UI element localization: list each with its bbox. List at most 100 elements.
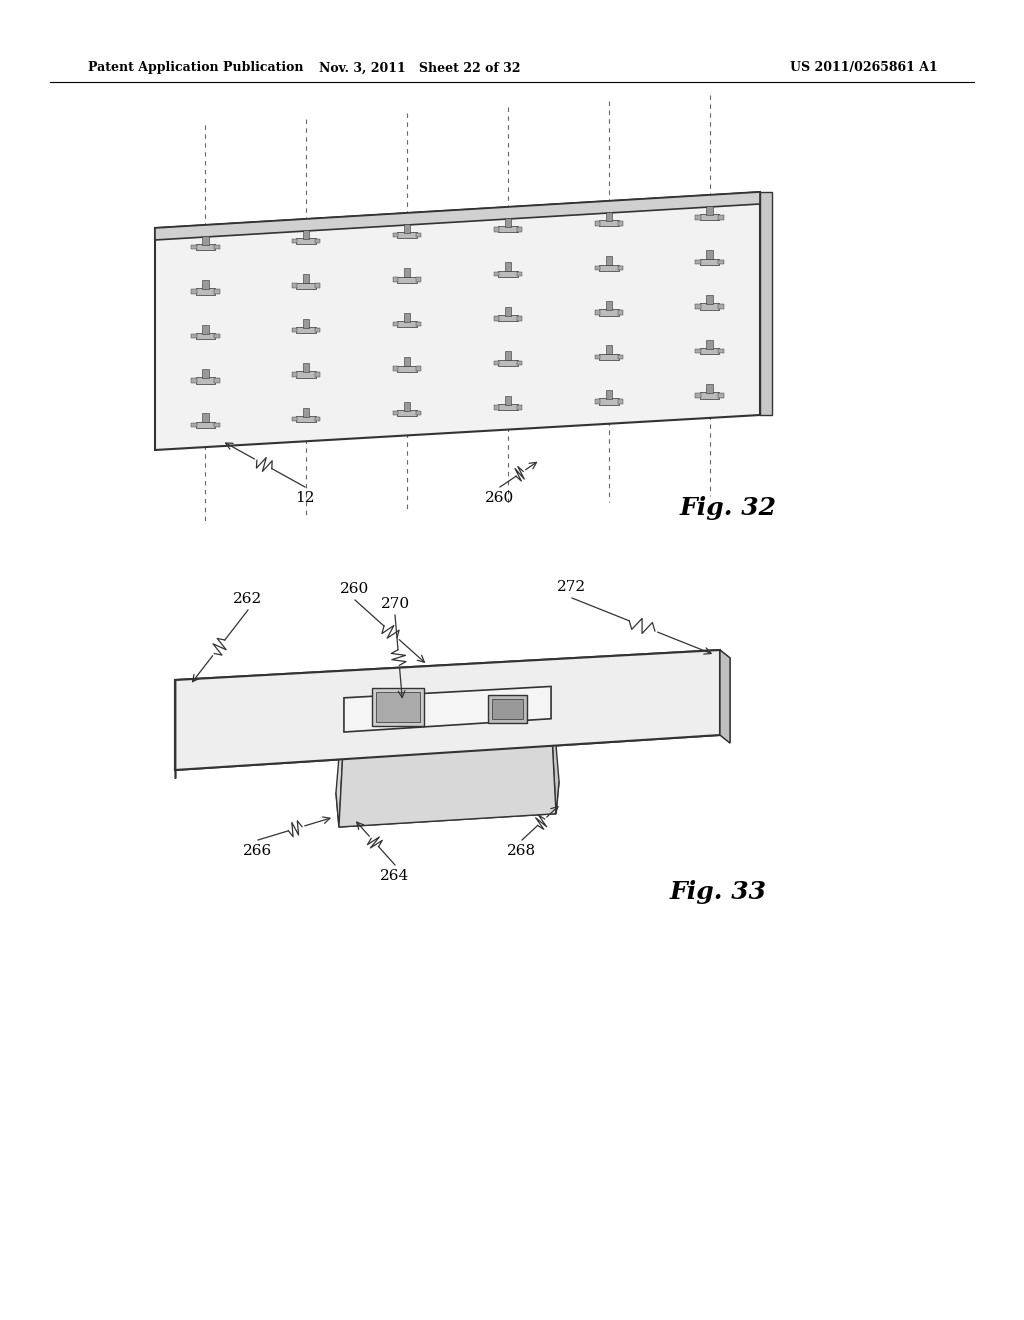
Bar — [196, 421, 215, 428]
Bar — [292, 417, 297, 421]
Bar — [203, 325, 209, 334]
Text: 272: 272 — [557, 579, 587, 594]
Bar — [494, 272, 499, 276]
Bar — [699, 348, 720, 354]
Bar — [191, 246, 197, 249]
Bar — [505, 218, 511, 227]
Bar — [498, 359, 518, 366]
Bar — [397, 411, 417, 416]
Text: 260: 260 — [340, 582, 370, 597]
Bar — [315, 417, 321, 421]
Bar — [617, 355, 623, 359]
Polygon shape — [344, 686, 551, 733]
Bar — [196, 333, 215, 339]
Bar — [707, 294, 713, 304]
Bar — [599, 265, 618, 271]
Polygon shape — [551, 686, 559, 813]
Bar — [393, 322, 398, 326]
Bar — [617, 220, 623, 226]
Polygon shape — [155, 191, 760, 240]
Bar — [699, 392, 720, 399]
Bar — [595, 310, 600, 314]
Bar — [699, 214, 720, 220]
Polygon shape — [175, 649, 720, 770]
Bar — [595, 355, 600, 359]
Bar — [517, 360, 522, 366]
Bar — [695, 393, 700, 397]
Bar — [695, 348, 700, 354]
Polygon shape — [336, 781, 559, 828]
Bar — [372, 688, 424, 726]
Bar — [617, 399, 623, 404]
Bar — [695, 260, 700, 264]
Bar — [292, 284, 297, 288]
Bar — [203, 413, 209, 422]
Text: Fig. 33: Fig. 33 — [670, 880, 767, 904]
Bar — [494, 405, 499, 409]
Bar — [315, 239, 321, 243]
Bar — [303, 408, 309, 417]
Bar — [695, 215, 700, 219]
Text: 264: 264 — [380, 869, 410, 883]
Bar — [303, 363, 309, 372]
Bar — [498, 404, 518, 411]
Bar — [203, 236, 209, 244]
Text: 12: 12 — [295, 491, 314, 506]
Polygon shape — [720, 649, 730, 743]
Bar — [292, 239, 297, 243]
Polygon shape — [155, 191, 760, 450]
Bar — [214, 289, 219, 294]
Bar — [605, 256, 612, 265]
Bar — [695, 304, 700, 309]
Bar — [292, 372, 297, 376]
Bar — [617, 265, 623, 271]
Bar — [599, 309, 618, 315]
Bar — [517, 315, 522, 321]
Bar — [498, 315, 518, 322]
Text: 262: 262 — [233, 591, 262, 606]
Bar — [315, 284, 321, 288]
Text: Nov. 3, 2011   Sheet 22 of 32: Nov. 3, 2011 Sheet 22 of 32 — [319, 62, 521, 74]
Bar — [397, 277, 417, 282]
Text: 260: 260 — [485, 491, 515, 506]
Bar — [498, 271, 518, 277]
Text: US 2011/0265861 A1: US 2011/0265861 A1 — [790, 62, 938, 74]
Bar — [203, 280, 209, 289]
Polygon shape — [339, 718, 556, 828]
Bar — [191, 289, 197, 294]
Bar — [595, 265, 600, 271]
Bar — [296, 416, 316, 422]
Bar — [707, 206, 713, 215]
Bar — [376, 692, 420, 722]
Bar — [397, 232, 417, 239]
Polygon shape — [175, 649, 720, 770]
Bar — [397, 321, 417, 327]
Bar — [488, 694, 527, 723]
Bar — [403, 268, 411, 277]
Bar — [416, 411, 421, 416]
Bar — [393, 234, 398, 238]
Bar — [505, 306, 511, 315]
Bar — [403, 358, 411, 366]
Bar — [196, 378, 215, 384]
Bar — [605, 389, 612, 399]
Bar — [505, 263, 511, 271]
Polygon shape — [344, 686, 551, 733]
Bar — [303, 275, 309, 284]
Bar — [416, 277, 421, 282]
Bar — [397, 366, 417, 372]
Text: Patent Application Publication: Patent Application Publication — [88, 62, 303, 74]
Bar — [403, 223, 411, 232]
Bar — [699, 304, 720, 310]
Bar — [393, 411, 398, 416]
Bar — [517, 405, 522, 409]
Bar — [605, 346, 612, 354]
Polygon shape — [760, 191, 772, 414]
Bar — [315, 372, 321, 376]
Bar — [707, 384, 713, 393]
Bar — [296, 238, 316, 244]
Bar — [505, 351, 511, 360]
Bar — [214, 422, 219, 428]
Text: 270: 270 — [381, 597, 410, 611]
Bar — [719, 348, 724, 354]
